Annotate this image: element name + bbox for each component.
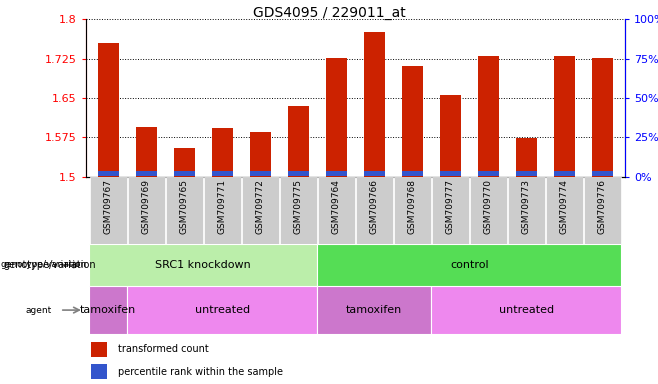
Bar (89, 286, 128, 334)
Bar (212, 171, 233, 176)
Text: GSM709765: GSM709765 (180, 179, 189, 233)
FancyBboxPatch shape (166, 177, 203, 244)
Bar (478, 56, 499, 177)
Bar (288, 171, 309, 176)
FancyBboxPatch shape (280, 177, 316, 244)
Text: tamoxifen: tamoxifen (80, 305, 136, 315)
Bar (317, 286, 431, 334)
Text: percentile rank within the sample: percentile rank within the sample (118, 366, 283, 377)
FancyBboxPatch shape (546, 177, 582, 244)
Bar (402, 171, 423, 176)
Text: GSM709776: GSM709776 (598, 179, 607, 233)
FancyBboxPatch shape (584, 177, 620, 244)
Text: GSM709767: GSM709767 (104, 179, 113, 233)
Text: GSM709771: GSM709771 (218, 179, 227, 233)
Bar (98, 171, 119, 176)
Bar (554, 56, 574, 177)
Text: untreated: untreated (499, 305, 554, 315)
Bar (440, 171, 461, 176)
Text: GSM709769: GSM709769 (142, 179, 151, 233)
Bar (592, 58, 613, 177)
Bar (592, 171, 613, 176)
Text: genotype/variation: genotype/variation (1, 260, 87, 270)
Bar (364, 171, 385, 176)
Bar (128, 286, 317, 334)
Bar (136, 127, 157, 177)
Text: transformed count: transformed count (118, 344, 209, 354)
Bar (91, 364, 107, 379)
Text: GSM709770: GSM709770 (484, 179, 493, 233)
Bar (326, 171, 347, 176)
FancyBboxPatch shape (508, 177, 545, 244)
Bar (326, 58, 347, 177)
FancyBboxPatch shape (90, 177, 126, 244)
Bar (91, 342, 107, 356)
Text: SRC1 knockdown: SRC1 knockdown (155, 260, 251, 270)
Bar (554, 171, 574, 176)
FancyBboxPatch shape (128, 177, 164, 244)
Text: GSM709764: GSM709764 (332, 179, 341, 233)
Bar (478, 171, 499, 176)
Bar (174, 148, 195, 177)
Text: genotype/variation: genotype/variation (3, 260, 96, 270)
Text: GSM709772: GSM709772 (256, 179, 265, 233)
FancyBboxPatch shape (470, 177, 507, 244)
Text: GDS4095 / 229011_at: GDS4095 / 229011_at (253, 6, 405, 20)
FancyBboxPatch shape (394, 177, 430, 244)
FancyBboxPatch shape (432, 177, 468, 244)
Bar (98, 43, 119, 177)
Text: agent: agent (26, 306, 52, 314)
Bar (317, 244, 621, 286)
Bar (516, 138, 537, 177)
Text: GSM709777: GSM709777 (446, 179, 455, 233)
Bar (136, 171, 157, 176)
FancyBboxPatch shape (356, 177, 393, 244)
Text: GSM709775: GSM709775 (294, 179, 303, 233)
Bar (174, 171, 195, 176)
Text: tamoxifen: tamoxifen (346, 305, 403, 315)
Bar (250, 132, 271, 177)
Text: untreated: untreated (195, 305, 250, 315)
FancyBboxPatch shape (318, 177, 355, 244)
Bar (288, 106, 309, 177)
Bar (212, 128, 233, 177)
Text: GSM709768: GSM709768 (408, 179, 417, 233)
Bar (440, 95, 461, 177)
Bar (250, 171, 271, 176)
Text: GSM709766: GSM709766 (370, 179, 379, 233)
Bar (516, 171, 537, 176)
Bar (431, 286, 621, 334)
Text: control: control (450, 260, 489, 270)
Bar (364, 32, 385, 177)
Text: GSM709774: GSM709774 (560, 179, 569, 233)
Bar (89, 244, 317, 286)
FancyBboxPatch shape (204, 177, 241, 244)
Text: GSM709773: GSM709773 (522, 179, 531, 233)
Bar (402, 66, 423, 177)
FancyBboxPatch shape (242, 177, 278, 244)
